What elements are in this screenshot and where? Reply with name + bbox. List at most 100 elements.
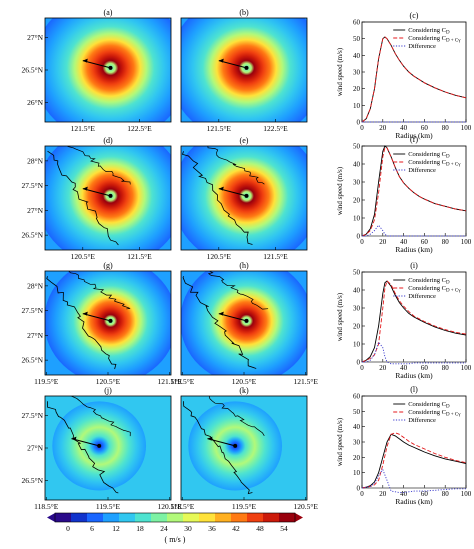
panel-label: (i) — [410, 261, 418, 270]
y-tick-label: 28°N — [27, 156, 43, 165]
x-tick-label: 121.5°E — [294, 377, 319, 386]
panel-label: (g) — [103, 261, 113, 270]
x-tick-label: 119.5°E — [170, 377, 195, 386]
series-line — [361, 433, 467, 489]
x-tick-label: 0 — [360, 124, 364, 132]
colorbar-tick-label: 24 — [160, 524, 168, 533]
y-tick-label: 60 — [353, 19, 361, 27]
x-tick-label: 119.5°E — [232, 502, 257, 511]
colorbar-segment — [215, 513, 232, 522]
x-tick-label: 120.5°E — [96, 377, 121, 386]
legend-entry: Considering CD + Cγ — [408, 35, 461, 44]
map-frame — [180, 145, 308, 251]
storm-center — [233, 443, 238, 448]
y-tick-label: 30 — [353, 305, 361, 313]
map-panel — [181, 146, 307, 250]
legend-entry: Considering CD — [408, 151, 450, 160]
y-tick-label: 40 — [353, 52, 361, 60]
coastline — [206, 146, 265, 185]
x-axis-label: Radius (km) — [395, 131, 433, 140]
y-tick-label: 28°N — [27, 281, 43, 290]
x-tick-label: 60 — [421, 238, 429, 246]
x-tick-label: 60 — [421, 364, 429, 372]
colorbar-segment — [279, 513, 296, 522]
x-tick-label: 20 — [379, 490, 387, 498]
track-line — [82, 188, 111, 197]
storm-center — [244, 65, 249, 70]
y-tick-label: 40 — [353, 423, 361, 431]
x-axis-label: Radius (km) — [395, 371, 433, 380]
colorbar-tick-label: 36 — [208, 524, 216, 533]
map-panel — [45, 146, 171, 250]
y-tick-label: 50 — [353, 408, 361, 416]
y-tick-label: 40 — [353, 287, 361, 295]
y-tick-label: 26.5°N — [21, 476, 43, 485]
x-tick-label: 120.5°E — [294, 502, 319, 511]
colorbar-extend-high — [295, 513, 303, 522]
y-tick-label: 20 — [353, 85, 361, 93]
colorbar-segment — [263, 513, 280, 522]
panel-label: (f) — [410, 135, 418, 144]
series-line — [361, 36, 467, 123]
y-tick-label: 27.5°N — [21, 411, 43, 420]
plot-frame — [361, 21, 467, 123]
y-tick-label: 10 — [353, 341, 361, 349]
wind-field — [181, 271, 307, 375]
y-tick-label: 50 — [353, 143, 361, 151]
track-line — [71, 438, 100, 447]
x-tick-label: 60 — [421, 124, 429, 132]
x-tick-label: 80 — [442, 124, 450, 132]
series-line — [361, 280, 467, 363]
panel-label: (e) — [240, 136, 249, 145]
x-tick-label: 121.5°E — [263, 252, 288, 261]
panel-label: (c) — [410, 11, 419, 20]
y-tick-label: 40 — [353, 161, 361, 169]
colorbar-unit: ( m/s ) — [165, 535, 186, 544]
colorbar-tick-label: 42 — [232, 524, 240, 533]
track-line — [82, 313, 111, 322]
x-tick-label: 119.5°E — [96, 502, 121, 511]
x-tick-label: 118.5°E — [170, 502, 195, 511]
x-tick-label: 100 — [461, 124, 472, 132]
storm-center — [108, 193, 113, 198]
y-tick-label: 27°N — [27, 444, 43, 453]
track-arrow — [82, 186, 88, 191]
series-line — [361, 280, 467, 363]
panel-label: (a) — [104, 8, 113, 17]
coastline — [46, 276, 117, 370]
x-tick-label: 0 — [360, 364, 364, 372]
legend-entry: Considering CD — [408, 27, 450, 36]
y-tick-label: 26.5°N — [21, 231, 43, 240]
y-tick-label: 27°N — [27, 206, 43, 215]
y-tick-label: 0 — [357, 359, 361, 367]
map-panel — [45, 18, 171, 122]
colorbar-tick-label: 0 — [66, 524, 70, 533]
colorbar-frame — [54, 512, 296, 523]
map-panel — [45, 396, 171, 500]
colorbar-tick-label: 54 — [280, 524, 288, 533]
y-tick-label: 20 — [353, 454, 361, 462]
coastline — [68, 271, 131, 310]
track-arrow — [82, 311, 88, 316]
x-tick-label: 119.5°E — [34, 377, 59, 386]
map-panel — [181, 396, 307, 500]
storm-center — [108, 65, 113, 70]
y-tick-label: 30 — [353, 179, 361, 187]
y-axis-label: wind speed (m/s) — [336, 47, 344, 96]
track-arrow — [207, 436, 213, 441]
colorbar-segment — [167, 513, 184, 522]
x-tick-label: 100 — [461, 364, 472, 372]
y-tick-label: 30 — [353, 439, 361, 447]
track-line — [82, 60, 111, 69]
wind-field — [181, 18, 307, 122]
colorbar-segment — [135, 513, 152, 522]
legend-entry: Difference — [408, 417, 436, 424]
colorbar-extend-low — [47, 513, 55, 522]
x-axis-label: Radius (km) — [395, 245, 433, 254]
y-tick-label: 50 — [353, 269, 361, 277]
track-arrow — [71, 436, 77, 441]
y-tick-label: 26.5°N — [21, 66, 43, 75]
map-panel — [45, 271, 171, 375]
y-tick-label: 27°N — [27, 33, 43, 42]
